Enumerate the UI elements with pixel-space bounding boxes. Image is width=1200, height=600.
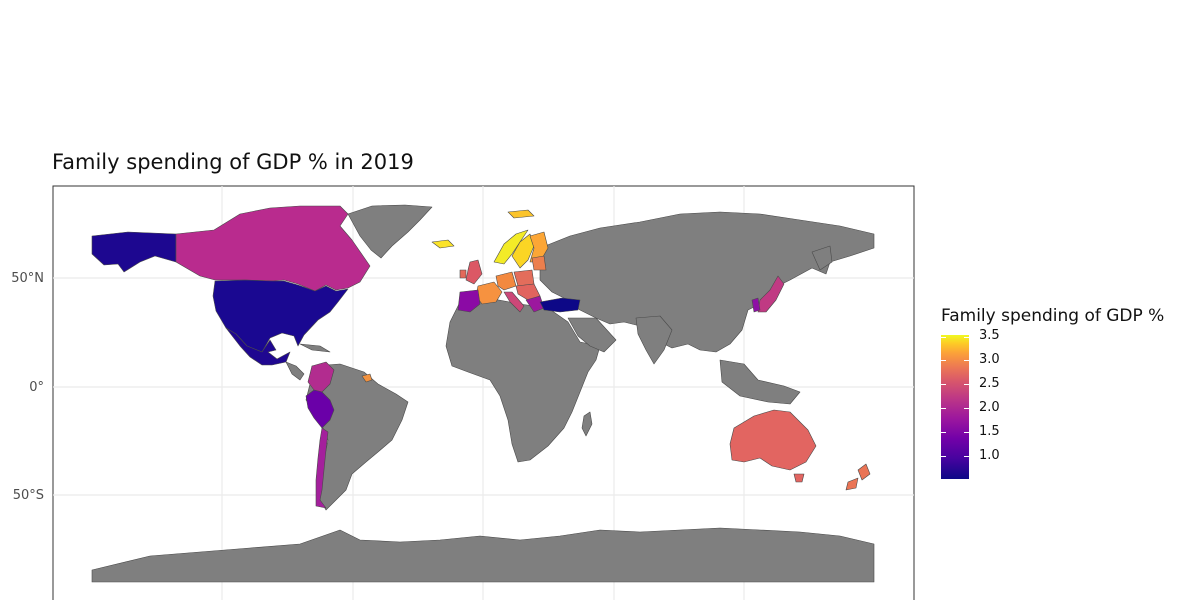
caribbean	[299, 343, 331, 353]
legend-tick-mark	[941, 456, 946, 457]
legend-tick-mark	[964, 456, 969, 457]
region-new-zealand	[845, 463, 871, 491]
region-mexico	[225, 327, 291, 366]
legend-tick-mark	[964, 384, 969, 385]
legend-tick-mark	[941, 384, 946, 385]
legend-tick-label: 1.0	[979, 448, 1000, 463]
region-norway	[493, 229, 529, 265]
legend-tick-mark	[964, 337, 969, 338]
central-america	[285, 361, 305, 381]
region-baltics	[531, 255, 547, 271]
region-ireland	[459, 269, 467, 279]
region-peru	[305, 389, 335, 429]
region-alaska	[91, 231, 177, 273]
legend-tick-mark	[964, 360, 969, 361]
madagascar	[581, 411, 593, 437]
region-germany	[495, 271, 517, 291]
africa	[445, 297, 601, 463]
region-guiana	[361, 373, 373, 383]
region-svalbard	[507, 209, 535, 219]
legend-tick-mark	[941, 360, 946, 361]
legend-tick-mark	[941, 432, 946, 433]
region-uk	[465, 259, 483, 285]
kamchatka	[811, 245, 833, 271]
region-australia	[729, 409, 817, 471]
legend-tick-label: 2.5	[979, 376, 1000, 391]
region-spain	[457, 289, 481, 313]
legend-title: Family spending of GDP %	[941, 306, 1165, 326]
legend-tick-label: 3.0	[979, 352, 1000, 367]
region-tasmania	[793, 473, 805, 483]
india	[635, 315, 673, 365]
region-chile	[315, 427, 329, 509]
legend-tick-mark	[964, 432, 969, 433]
y-tick-label: 50°N	[11, 271, 44, 286]
legend-tick-label: 1.5	[979, 424, 1000, 439]
y-tick-label: 0°	[29, 380, 44, 395]
se-asia	[719, 359, 801, 405]
region-korea	[751, 297, 761, 313]
region-iceland	[431, 239, 455, 249]
legend-colorbar	[941, 335, 969, 479]
legend-tick-label: 2.0	[979, 400, 1000, 415]
greenland	[347, 204, 433, 259]
antarctica	[91, 527, 875, 583]
region-japan	[757, 275, 785, 313]
region-canada	[175, 205, 371, 292]
y-tick-label: 50°S	[12, 488, 44, 503]
legend-tick-label: 3.5	[979, 328, 1000, 343]
legend-tick-mark	[941, 337, 946, 338]
legend-tick-mark	[964, 408, 969, 409]
region-turkey	[539, 297, 581, 313]
region-italy	[503, 291, 525, 313]
south-america	[305, 363, 409, 511]
legend-tick-mark	[941, 408, 946, 409]
region-colombia	[307, 361, 335, 393]
chart-title: Family spending of GDP % in 2019	[52, 150, 414, 174]
